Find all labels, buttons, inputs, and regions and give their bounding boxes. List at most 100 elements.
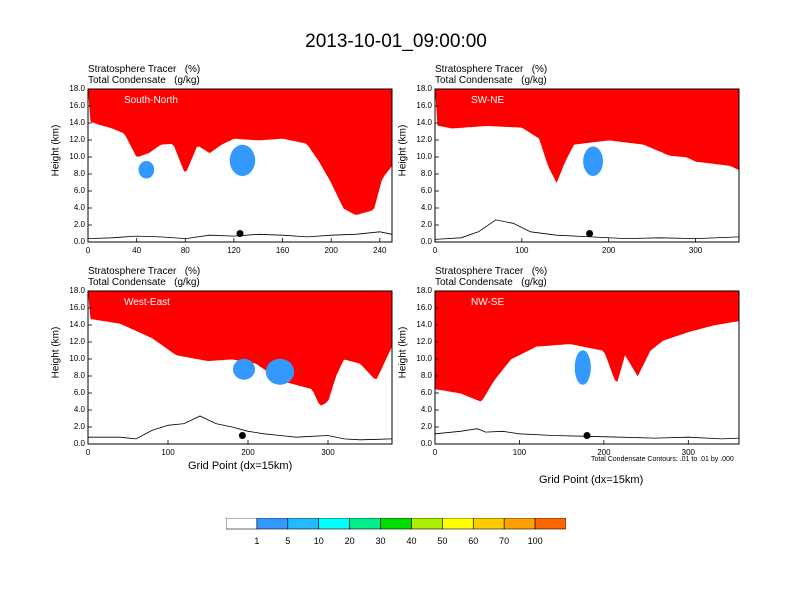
y-tick-label: 10.0 [416, 354, 432, 363]
y-tick-label: 12.0 [416, 337, 432, 346]
y-tick-label: 14.0 [416, 118, 432, 127]
y-tick-label: 12.0 [69, 135, 85, 144]
x-tick-label: 160 [275, 246, 290, 255]
y-tick-label: 4.0 [73, 203, 85, 212]
x-tick-label: 0 [432, 246, 438, 255]
y-axis-title: Height (km) [50, 124, 62, 177]
x-tick-label: 200 [324, 246, 338, 255]
x-tick-label: 120 [227, 246, 241, 255]
location-marker [236, 230, 244, 237]
colorbar-swatch [472, 518, 505, 530]
colorbar [226, 518, 566, 530]
location-marker [583, 432, 591, 439]
x-tick-label: 200 [597, 448, 611, 457]
y-tick-label: 16.0 [69, 101, 85, 110]
y-tick-label: 10.0 [69, 152, 85, 161]
y-tick-label: 8.0 [420, 169, 432, 178]
x-axis-title: Grid Point (dx=15km) [539, 474, 644, 486]
panel-nw-se: Stratosphere Tracer (%) Total Condensate… [398, 264, 778, 486]
panel-south-north: Stratosphere Tracer (%) Total Condensate… [51, 62, 431, 257]
terrain-line [87, 231, 393, 240]
y-tick-label: 0.0 [420, 237, 432, 246]
y-tick-label: 16.0 [416, 303, 432, 312]
y-tick-label: 4.0 [420, 405, 432, 414]
plot-frame [87, 290, 393, 445]
x-tick-label: 0 [432, 448, 438, 457]
y-tick-label: 0.0 [73, 237, 85, 246]
location-marker [238, 432, 246, 439]
tracer-blob [574, 350, 591, 385]
x-tick-label: 0 [85, 246, 91, 255]
x-tick-label: 100 [515, 246, 529, 255]
x-axis-title: Grid Point (dx=15km) [188, 460, 293, 472]
cross-section-svg: South-North [87, 88, 393, 243]
x-tick-label: 240 [373, 246, 387, 255]
colorbar-swatch [534, 518, 566, 530]
colorbar-swatch [349, 518, 381, 530]
plot-area: West-East 18.0 16.0 14.0 12.0 10.0 8.0 6.0 4.0 2… [51, 286, 393, 472]
panel-title-condensate: Total Condensate (g/kg) [88, 75, 200, 86]
y-tick-label: 8.0 [420, 371, 432, 380]
panel-direction-label: West-East [124, 297, 170, 308]
y-tick-label: 6.0 [73, 388, 85, 397]
y-axis-title: Height (km) [397, 124, 409, 177]
y-tick-label: 18.0 [416, 84, 432, 93]
terrain-line [434, 219, 740, 240]
panel-title-tracer: Stratosphere Tracer (%) [88, 266, 201, 277]
y-axis-title: Height (km) [50, 326, 62, 379]
y-tick-label: 2.0 [420, 220, 432, 229]
y-tick-label: 8.0 [73, 371, 85, 380]
cross-section-svg: West-East [87, 290, 393, 445]
location-marker [586, 230, 594, 237]
plot-frame [434, 88, 740, 243]
panel-direction-label: South-North [124, 95, 178, 106]
panel-title-condensate: Total Condensate (g/kg) [435, 277, 547, 288]
y-tick-label: 12.0 [69, 337, 85, 346]
panel-direction-label: NW-SE [471, 297, 504, 308]
colorbar-swatch [442, 518, 474, 530]
tracer-blob [265, 358, 295, 385]
colorbar-label: 30 [375, 536, 386, 546]
y-tick-label: 16.0 [416, 101, 432, 110]
colorbar-label: 40 [406, 536, 417, 546]
panel-west-east: Stratosphere Tracer (%) Total Condensate… [51, 264, 431, 472]
colorbar-swatch [411, 518, 443, 530]
plot-frame [434, 290, 740, 445]
x-tick-label: 100 [161, 448, 175, 457]
panel-title-tracer: Stratosphere Tracer (%) [435, 266, 548, 277]
y-tick-label: 10.0 [416, 152, 432, 161]
figure-title: 2013-10-01_09:00:00 [305, 31, 487, 52]
panel-title-condensate: Total Condensate (g/kg) [88, 277, 200, 288]
x-tick-label: 200 [241, 448, 255, 457]
y-tick-label: 6.0 [420, 186, 432, 195]
x-tick-label: 200 [602, 246, 616, 255]
y-tick-label: 18.0 [416, 286, 432, 295]
colorbar-label: 70 [499, 536, 510, 546]
plot-frame [87, 88, 393, 243]
panel-title-tracer: Stratosphere Tracer (%) [435, 64, 548, 75]
colorbar-label: 100 [527, 536, 543, 546]
colorbar-swatch [287, 518, 320, 530]
panel-sw-ne: Stratosphere Tracer (%) Total Condensate… [398, 62, 778, 257]
tracer-blob [583, 146, 604, 176]
tracer-band [435, 89, 739, 183]
colorbar-label: 60 [468, 536, 479, 546]
x-tick-label: 0 [85, 448, 91, 457]
colorbar-label: 10 [313, 536, 324, 546]
y-tick-label: 18.0 [69, 286, 85, 295]
colorbar-swatch [226, 518, 258, 530]
x-tick-label: 80 [180, 246, 190, 255]
tracer-band [88, 291, 392, 406]
y-tick-label: 18.0 [69, 84, 85, 93]
panel-direction-label: SW-NE [471, 95, 504, 106]
x-tick-label: 300 [321, 448, 335, 457]
colorbar-swatch [380, 518, 412, 530]
x-tick-label: 100 [512, 448, 527, 457]
plot-area: South-North 18.0 16.0 14.0 12.0 10.0 8.0 6.0 4.… [51, 84, 393, 255]
x-tick-label: 300 [688, 246, 703, 255]
y-tick-label: 10.0 [69, 354, 85, 363]
colorbar-label: 1 [254, 536, 260, 546]
tracer-band [435, 291, 739, 402]
plot-area: SW-NE 18.0 16.0 14.0 12.0 10.0 8.0 6.0 4.0 2.0 0.… [398, 84, 740, 255]
y-tick-label: 4.0 [420, 203, 432, 212]
